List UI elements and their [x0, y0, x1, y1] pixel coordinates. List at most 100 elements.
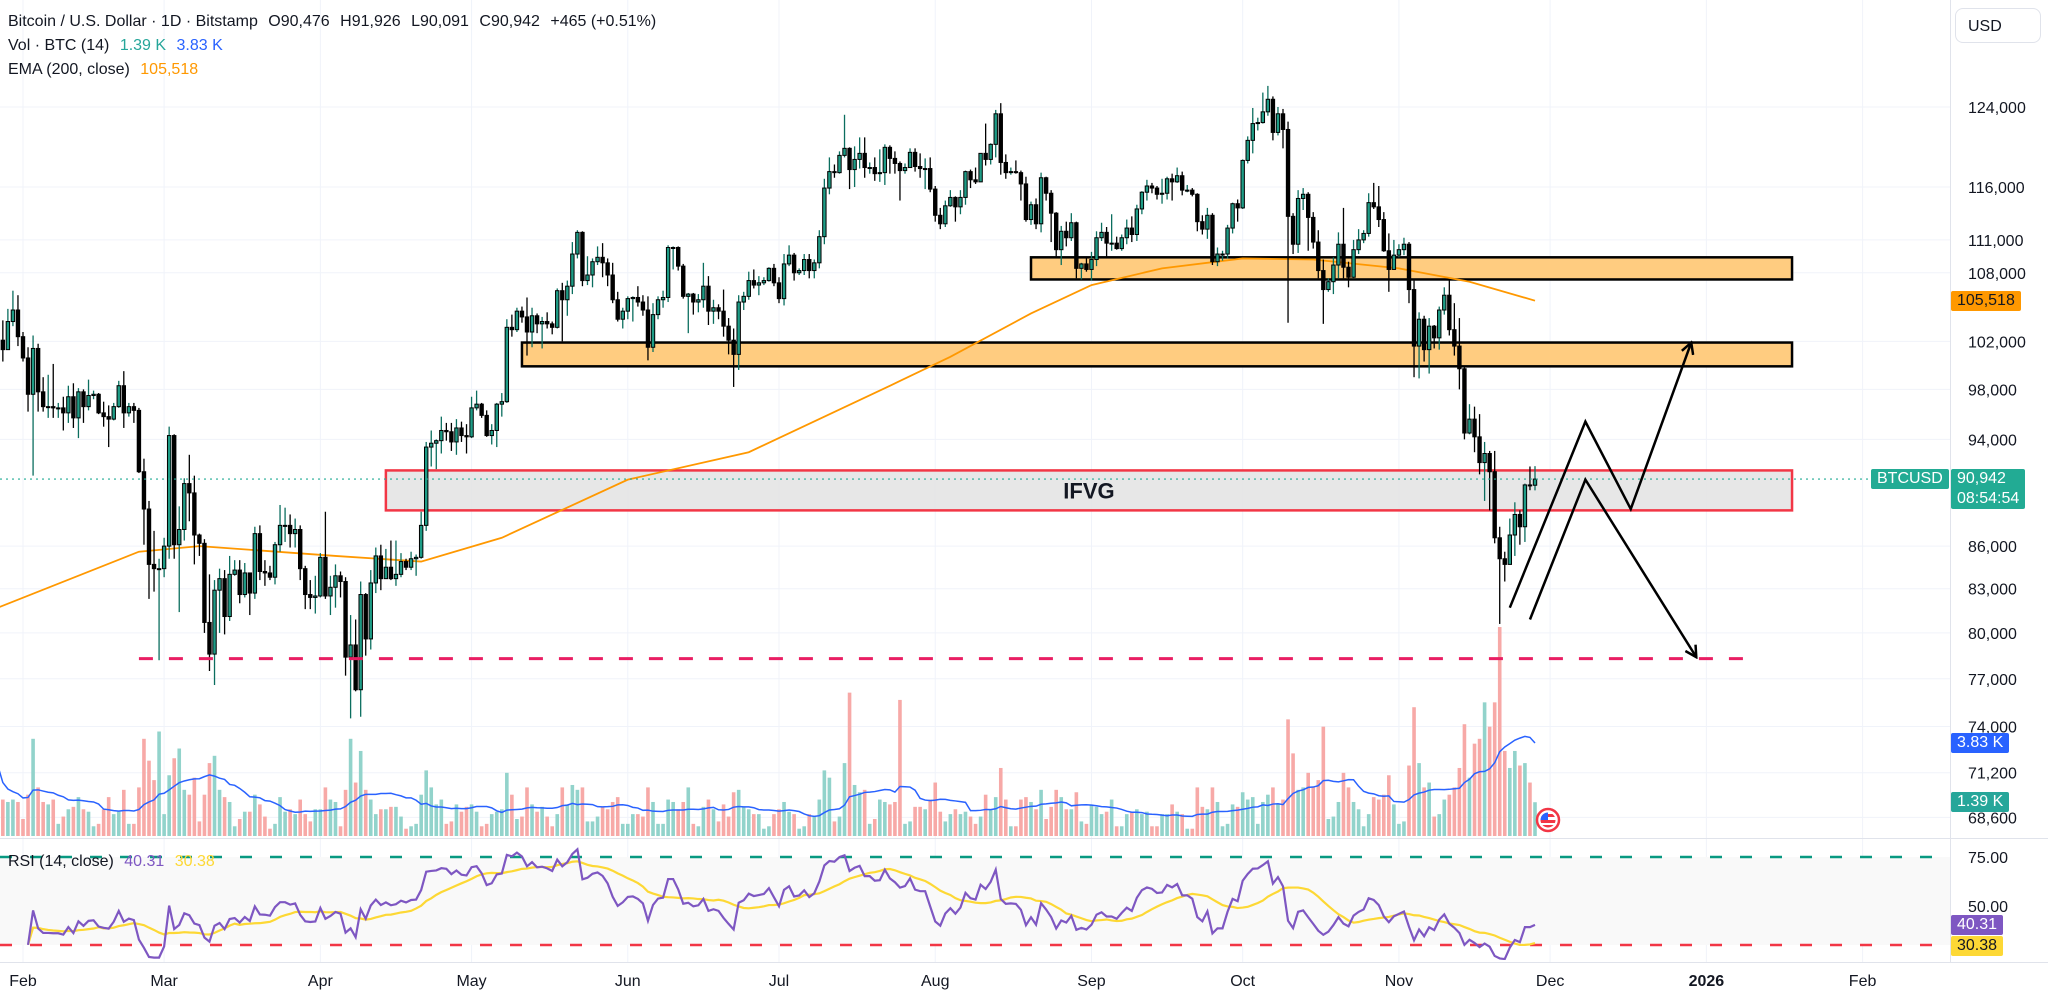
- volume-bar: [61, 816, 66, 836]
- volume-bar: [1502, 750, 1507, 836]
- volume-bar: [192, 777, 197, 836]
- volume-bar: [464, 806, 469, 836]
- symbol-title[interactable]: Bitcoin / U.S. Dollar · 1D · Bitstamp: [8, 13, 258, 30]
- candle: [1356, 229, 1361, 255]
- candle: [1270, 96, 1276, 141]
- volume-bar: [666, 799, 670, 836]
- candle-body: [101, 412, 106, 418]
- candle: [1426, 318, 1432, 374]
- volume-bar: [953, 809, 958, 836]
- candle-body: [252, 533, 258, 594]
- candle-body: [953, 196, 958, 208]
- volume-bar: [595, 816, 600, 836]
- candle-body: [1265, 98, 1271, 113]
- volume-bar: [217, 789, 222, 836]
- symbol-legend[interactable]: Bitcoin / U.S. Dollar · 1D · Bitstamp O9…: [8, 12, 662, 32]
- volume-bar: [651, 801, 655, 836]
- candle-body: [882, 146, 888, 174]
- candle: [172, 434, 177, 559]
- candle-body: [1023, 183, 1029, 221]
- candle-body: [166, 435, 172, 547]
- candle: [1043, 176, 1049, 201]
- candle: [1532, 466, 1538, 491]
- volume-bar: [71, 806, 76, 836]
- rsi-legend[interactable]: RSI (14, close) 40.31 30.38: [8, 852, 221, 872]
- candle: [1416, 312, 1422, 379]
- candle: [756, 276, 762, 296]
- candle: [217, 568, 222, 633]
- candle: [101, 401, 106, 427]
- volume-bar: [1064, 809, 1069, 836]
- candle-body: [620, 310, 625, 320]
- candle-body: [933, 188, 938, 216]
- volume-bar: [263, 816, 267, 836]
- candle: [1280, 108, 1286, 149]
- candle: [298, 525, 303, 581]
- volume-bar: [1165, 814, 1169, 836]
- candle-body: [5, 321, 11, 351]
- candle: [1154, 185, 1160, 200]
- candle: [1265, 85, 1271, 116]
- candle: [1452, 303, 1457, 356]
- ema-legend[interactable]: EMA (200, close) 105,518: [8, 60, 204, 80]
- volume-bar: [1452, 787, 1457, 836]
- volume-bar: [510, 794, 514, 836]
- candle: [746, 271, 751, 300]
- candle: [1190, 188, 1195, 197]
- volume-bar: [253, 794, 257, 836]
- candle: [625, 296, 630, 320]
- candle: [106, 405, 111, 448]
- candle-body: [1361, 232, 1366, 241]
- volume-bar: [1462, 724, 1467, 836]
- candle-body: [207, 621, 212, 655]
- volume-series: [1, 627, 1537, 836]
- volume-bar: [913, 806, 917, 836]
- candle-body: [529, 315, 535, 333]
- volume-bar: [212, 755, 217, 836]
- candle-body: [1013, 171, 1019, 174]
- volume-bar: [928, 799, 932, 836]
- candle-body: [701, 285, 706, 301]
- candle: [630, 296, 636, 322]
- currency-button[interactable]: USD: [1955, 8, 2041, 43]
- volume-bar: [469, 804, 474, 836]
- candle: [776, 277, 782, 304]
- candle: [1477, 414, 1482, 475]
- volume-bar: [1170, 804, 1174, 836]
- candle: [610, 262, 615, 304]
- candle-body: [746, 280, 751, 297]
- candle-body: [988, 143, 993, 160]
- candle-body: [1447, 294, 1452, 331]
- volume-bar: [489, 814, 494, 836]
- volume-bar: [1180, 814, 1184, 836]
- candle: [524, 297, 530, 356]
- candle: [323, 511, 328, 599]
- candle-body: [1220, 253, 1225, 256]
- candle: [539, 316, 545, 349]
- candle: [706, 276, 711, 326]
- volume-bar: [752, 814, 756, 836]
- volume-bar: [1079, 821, 1084, 836]
- candle: [439, 416, 444, 454]
- candle: [1069, 213, 1074, 241]
- rsi-tick-label: 75.00: [1968, 850, 2008, 867]
- annotations[interactable]: [138, 343, 1757, 661]
- candle-body: [1381, 219, 1386, 252]
- candle: [1089, 251, 1094, 281]
- volume-bar: [1402, 821, 1406, 836]
- volume-legend[interactable]: Vol · BTC (14) 1.39 K 3.83 K: [8, 36, 229, 56]
- candle-body: [1512, 513, 1518, 536]
- us-flag-icon[interactable]: [1535, 807, 1561, 833]
- volume-bar: [1084, 823, 1089, 836]
- candle-body: [1074, 222, 1079, 269]
- volume-bar: [500, 809, 504, 836]
- volume-bar: [368, 799, 373, 836]
- candle-body: [40, 391, 46, 408]
- volume-bar: [384, 809, 388, 836]
- volume-bar: [152, 780, 156, 836]
- volume-bar: [1326, 818, 1331, 836]
- candle: [912, 148, 918, 172]
- volume-bar: [797, 828, 801, 836]
- candle: [1457, 318, 1462, 390]
